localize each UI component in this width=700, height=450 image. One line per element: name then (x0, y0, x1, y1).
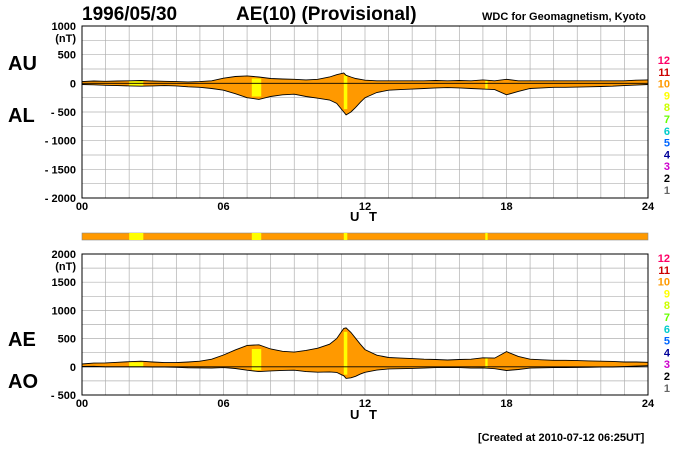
y-tick-label: - 1500 (45, 164, 76, 176)
scale-label: 12 (658, 55, 670, 67)
unit-label: (nT) (55, 33, 76, 45)
y-tick-label: - 500 (51, 390, 76, 402)
scale-label: 12 (658, 253, 670, 265)
highlight-band (129, 362, 144, 367)
scale-label: 9 (664, 90, 670, 102)
series-label: AL (8, 105, 35, 127)
scale-label: 8 (664, 300, 670, 312)
plot-frame (81, 253, 649, 396)
y-tick-label: 1000 (52, 21, 76, 33)
activity-bar-highlight (129, 233, 144, 240)
activity-bar-highlight (251, 233, 262, 240)
x-tick-label: 00 (76, 398, 88, 410)
scale-label: 4 (664, 149, 671, 161)
y-tick-label: 500 (58, 50, 76, 62)
scale-label: 10 (658, 277, 670, 289)
series-line-lower (81, 365, 649, 379)
created-timestamp: [Created at 2010-07-12 06:25UT] (478, 432, 645, 444)
highlight-band (485, 80, 488, 90)
series-label: AU (8, 53, 37, 75)
highlight-band (343, 75, 348, 110)
scale-label: 2 (664, 173, 670, 185)
x-tick-label: 24 (642, 201, 655, 213)
highlight-band (343, 331, 348, 375)
panel-au-al (81, 25, 649, 199)
scale-label: 3 (664, 161, 670, 173)
chart-title: AE(10) (Provisional) (236, 4, 417, 25)
activity-bar (81, 232, 649, 241)
unit-label: (nT) (55, 261, 76, 273)
y-tick-label: 1500 (52, 277, 76, 289)
scale-label: 5 (664, 336, 670, 348)
x-tick-label: 00 (76, 201, 88, 213)
organization-label: WDC for Geomagnetism, Kyoto (482, 11, 646, 23)
x-tick-label: 06 (217, 398, 229, 410)
scale-label: 10 (658, 79, 670, 91)
highlight-band (251, 78, 262, 97)
chart-date: 1996/05/30 (82, 4, 178, 25)
series-line-upper (81, 72, 649, 83)
y-tick-label: 2000 (52, 249, 76, 261)
x-tick-label: 24 (642, 398, 655, 410)
scale-label: 1 (664, 383, 670, 395)
highlight-band (251, 349, 262, 371)
scale-label: 8 (664, 102, 670, 114)
scale-label: 9 (664, 288, 670, 300)
series-line-lower (81, 84, 649, 116)
scale-label: 5 (664, 138, 670, 150)
series-label: AE (8, 329, 36, 351)
scale-label: 11 (658, 67, 670, 79)
activity-area (82, 327, 648, 379)
scale-label: 7 (664, 312, 670, 324)
activity-bar-highlight (343, 233, 348, 240)
x-tick-label: 18 (500, 398, 512, 410)
panel-ae-ao (81, 253, 649, 396)
x-tick-label: 06 (217, 201, 229, 213)
series-line-upper (81, 327, 649, 365)
y-tick-label: - 1000 (45, 136, 76, 148)
plot-frame (81, 25, 649, 199)
scale-label: 4 (664, 347, 671, 359)
y-tick-label: 1000 (52, 305, 76, 317)
scale-label: 3 (664, 359, 670, 371)
activity-bar-highlight (485, 233, 488, 240)
scale-label: 7 (664, 114, 670, 126)
scale-label: 6 (664, 126, 670, 138)
x-tick-label: 12 (359, 398, 371, 410)
x-tick-label: 12 (359, 201, 371, 213)
y-tick-label: 0 (70, 362, 76, 374)
scale-label: 11 (658, 265, 670, 277)
y-tick-label: - 500 (51, 107, 76, 119)
y-tick-label: 500 (58, 334, 76, 346)
x-tick-label: 18 (500, 201, 512, 213)
y-tick-label: 0 (70, 78, 76, 90)
x-axis-label: U T (350, 407, 380, 422)
highlight-band (485, 358, 488, 368)
series-label: AO (8, 371, 38, 393)
scale-label: 1 (664, 185, 670, 197)
scale-label: 2 (664, 371, 670, 383)
y-tick-label: - 2000 (45, 193, 76, 205)
scale-label: 6 (664, 324, 670, 336)
x-axis-label: U T (350, 209, 380, 224)
